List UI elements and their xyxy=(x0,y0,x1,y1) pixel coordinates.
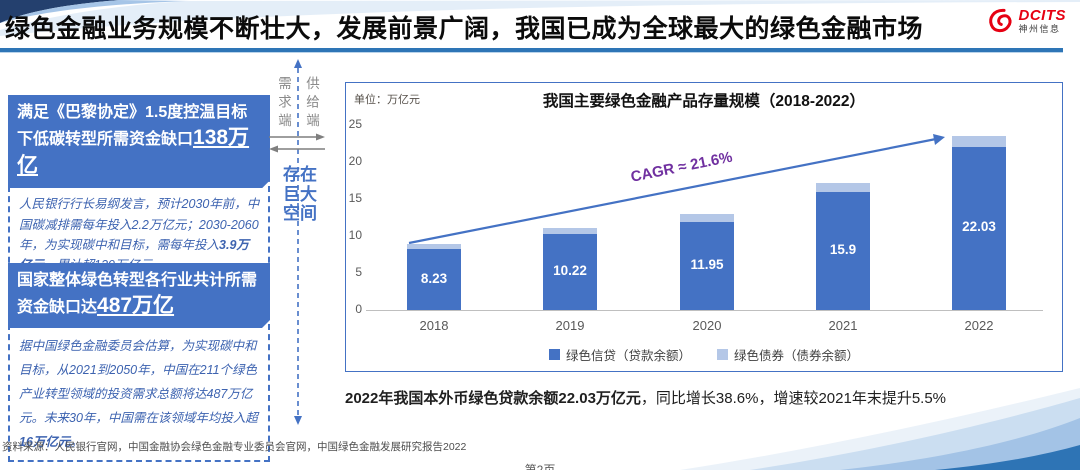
chart-caption: 2022年我国本外币绿色贷款余额22.03万亿元，同比增长38.6%，增速较20… xyxy=(345,387,1070,408)
bond-bar-segment xyxy=(680,214,734,222)
demand-side-label: 需求端 xyxy=(276,76,291,132)
credit-bar-segment xyxy=(952,146,1006,310)
legend-swatch-credit-icon xyxy=(548,349,560,360)
funding-gap-box-national-body: 据中国绿色金融委员会估算，为实现碳中和目标，从2021到2050年，中国在211… xyxy=(10,328,268,460)
box2-body-bold: 16万亿元 xyxy=(19,434,71,449)
credit-bar-segment xyxy=(543,234,597,310)
y-axis-tick-label: 5 xyxy=(355,265,362,279)
x-axis-tick-label: 2022 xyxy=(964,318,994,333)
supply-side-label: 供给端 xyxy=(304,76,319,132)
box1-title-text: 满足《巴黎协定》1.5度控温目标下低碳转型所需资金缺口 xyxy=(17,104,248,148)
box2-body-tail: 。 xyxy=(70,434,83,449)
source-note: 资料来源：人民银行官网，中国金融协会绿色金融专业委员会官网，中国绿色金融发展研究… xyxy=(2,441,467,453)
x-axis-tick-label: 2018 xyxy=(419,318,449,333)
bond-bar-segment xyxy=(952,135,1006,147)
chart-panel: 单位：万亿元 我国主要绿色金融产品存量规模（2018-2022） 0 5 10 15 2… xyxy=(345,82,1063,372)
box2-body-text: 据中国绿色金融委员会估算，为实现碳中和目标，从2021到2050年，中国在211… xyxy=(19,338,258,425)
funding-gap-box-national-header: 国家整体绿色转型各行业共计所需资金缺口达487万亿 xyxy=(8,263,270,328)
exchange-arrows-icon xyxy=(269,133,325,153)
funding-gap-box-paris-body: 人民银行行长易纲发言，预计2030年前，中国碳减排需每年投入2.2万亿元；203… xyxy=(10,188,268,281)
logo-text: DCITS xyxy=(1018,6,1066,24)
credit-bar-segment xyxy=(680,221,734,310)
chart-title: 我国主要绿色金融产品存量规模（2018-2022） xyxy=(542,93,866,110)
credit-bar-segment xyxy=(407,249,461,310)
box2-title-text: 国家整体绿色转型各行业共计所需资金缺口达 xyxy=(17,272,258,316)
x-axis-tick-label: 2020 xyxy=(692,318,722,333)
legend-label-credit: 绿色信贷（贷款余额） xyxy=(565,349,691,363)
funding-gap-box-paris: 满足《巴黎协定》1.5度控温目标下低碳转型所需资金缺口138万亿 人民银行行长易… xyxy=(8,95,270,284)
box2-title-highlight: 487万亿 xyxy=(97,293,175,317)
y-axis-tick-label: 25 xyxy=(348,117,362,131)
legend-item-credit: 绿色信贷（贷款余额） xyxy=(548,345,691,364)
y-axis-tick-label: 0 xyxy=(355,302,362,316)
y-axis-tick-label: 20 xyxy=(348,154,362,168)
page-title: 绿色金融业务规模不断壮大，发展前景广阔，我国已成为全球最大的绿色金融市场 xyxy=(5,15,924,43)
page-number: 第2页 xyxy=(524,463,556,470)
logo-subtext: 神州信息 xyxy=(1018,23,1061,34)
chart-unit-label: 单位：万亿元 xyxy=(354,94,420,106)
box1-body-text: 人民银行行长易纲发言，预计2030年前，中国碳减排需每年投入2.2万亿元；203… xyxy=(19,197,260,252)
bar-value-label: 11.95 xyxy=(690,256,724,272)
header-divider-rule xyxy=(0,48,1063,52)
x-axis-tick-label: 2021 xyxy=(828,318,858,333)
legend-item-bond: 绿色债券（债券余额） xyxy=(717,345,859,364)
bar-value-label: 22.03 xyxy=(962,219,996,235)
bond-bar-segment xyxy=(543,227,597,235)
bar-value-label: 8.23 xyxy=(420,270,448,286)
bond-bar-segment xyxy=(816,183,870,193)
y-axis-tick-label: 10 xyxy=(348,228,362,242)
dcits-swirl-icon xyxy=(988,8,1011,33)
funding-gap-box-national: 国家整体绿色转型各行业共计所需资金缺口达487万亿 据中国绿色金融委员会估算，为… xyxy=(8,263,270,462)
bar-value-label: 10.22 xyxy=(553,263,587,279)
box1-title-highlight: 138万亿 xyxy=(17,125,250,177)
y-axis-tick-label: 15 xyxy=(348,191,362,205)
caption-bold: 2022年我国本外币绿色贷款余额22.03万亿元 xyxy=(345,390,641,407)
x-axis-line xyxy=(366,310,1043,311)
chart-legend: 绿色信贷（贷款余额） 绿色债券（债券余额） xyxy=(346,345,1062,364)
bond-bar-segment xyxy=(407,243,461,250)
funding-gap-box-paris-header: 满足《巴黎协定》1.5度控温目标下低碳转型所需资金缺口138万亿 xyxy=(8,95,270,188)
credit-bar-segment xyxy=(816,192,870,310)
legend-label-bond: 绿色债券（债券余额） xyxy=(734,349,860,363)
x-axis-tick-label: 2019 xyxy=(555,318,585,333)
plot-area: 0 5 10 15 20 25 8.23 2018 10.22 2019 11.95 2020 15.9… xyxy=(346,83,1062,371)
caption-regular: ，同比增长38.6%，增速较2021年末提升5.5% xyxy=(640,390,947,407)
cagr-trend-arrow xyxy=(408,134,945,245)
huge-gap-label: 存在巨大空间 xyxy=(283,165,317,224)
bar-value-label: 15.9 xyxy=(829,242,857,258)
legend-swatch-bond-icon xyxy=(717,349,728,360)
company-logo: DCITS 神州信息 xyxy=(987,7,1067,34)
